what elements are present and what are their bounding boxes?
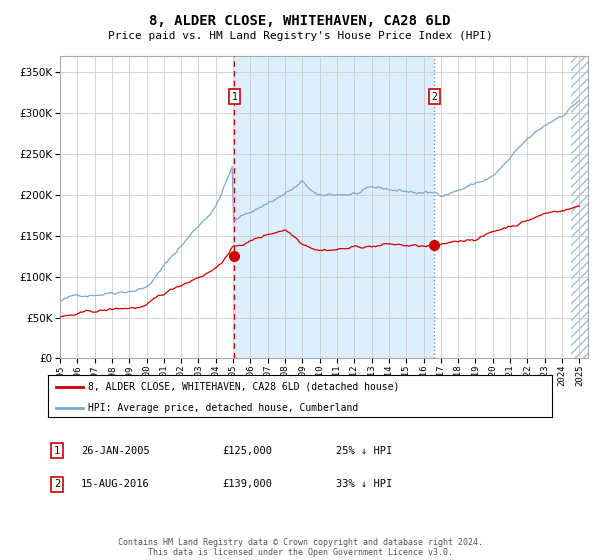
Text: Price paid vs. HM Land Registry's House Price Index (HPI): Price paid vs. HM Land Registry's House … <box>107 31 493 41</box>
Bar <box>571 56 596 358</box>
Bar <box>235 56 434 358</box>
Text: 2: 2 <box>54 479 60 489</box>
Text: 25% ↓ HPI: 25% ↓ HPI <box>336 446 392 456</box>
Text: 1: 1 <box>232 92 237 102</box>
Text: 1: 1 <box>54 446 60 456</box>
Text: 8, ALDER CLOSE, WHITEHAVEN, CA28 6LD: 8, ALDER CLOSE, WHITEHAVEN, CA28 6LD <box>149 14 451 28</box>
Text: Contains HM Land Registry data © Crown copyright and database right 2024.
This d: Contains HM Land Registry data © Crown c… <box>118 538 482 557</box>
Text: 2: 2 <box>431 92 437 102</box>
Bar <box>571 56 596 358</box>
Text: £125,000: £125,000 <box>222 446 272 456</box>
Text: 15-AUG-2016: 15-AUG-2016 <box>81 479 150 489</box>
Text: 26-JAN-2005: 26-JAN-2005 <box>81 446 150 456</box>
Text: HPI: Average price, detached house, Cumberland: HPI: Average price, detached house, Cumb… <box>88 403 359 413</box>
Text: £139,000: £139,000 <box>222 479 272 489</box>
Text: 33% ↓ HPI: 33% ↓ HPI <box>336 479 392 489</box>
Text: 8, ALDER CLOSE, WHITEHAVEN, CA28 6LD (detached house): 8, ALDER CLOSE, WHITEHAVEN, CA28 6LD (de… <box>88 382 400 392</box>
